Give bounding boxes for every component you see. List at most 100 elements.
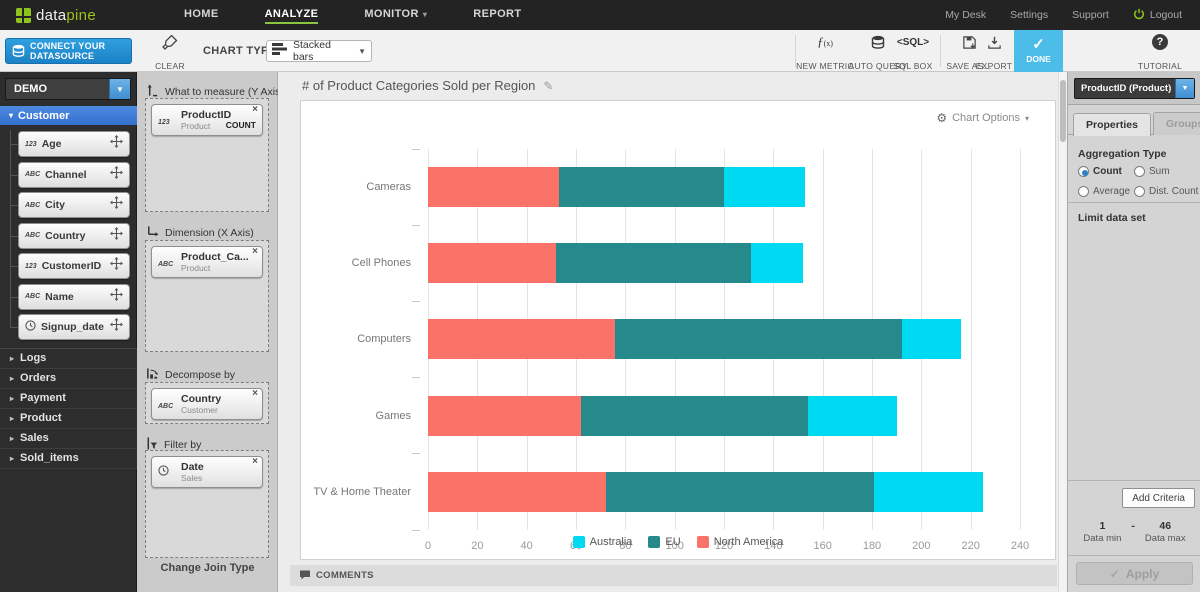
remove-card-icon[interactable]: ×	[252, 246, 258, 257]
sidebar-section-sold_items[interactable]: ▸ Sold_items	[0, 449, 137, 469]
sidebar-section-sales[interactable]: ▸ Sales	[0, 429, 137, 449]
move-handle-icon[interactable]	[110, 165, 123, 184]
move-handle-icon[interactable]	[110, 226, 123, 245]
nav-support[interactable]: Support	[1072, 9, 1109, 21]
field-card-signup_date[interactable]: Signup_date	[18, 314, 130, 340]
nav-my-desk[interactable]: My Desk	[945, 9, 987, 21]
done-button[interactable]: ✓ DONE	[1014, 30, 1063, 72]
builder-card-product-ca-[interactable]: ABC Product_Ca... Product ×	[151, 246, 263, 278]
sidebar-section-payment[interactable]: ▸ Payment	[0, 389, 137, 409]
bar-segment-eu[interactable]	[615, 319, 902, 360]
scrollbar-thumb[interactable]	[1060, 80, 1066, 142]
decompose-dropzone[interactable]: ABC Country Customer ×	[145, 382, 269, 424]
bar-segment-north-america[interactable]	[428, 471, 606, 512]
move-handle-icon[interactable]	[110, 257, 123, 275]
move-handle-icon[interactable]	[110, 196, 123, 214]
builder-card-date[interactable]: Date Sales ×	[151, 456, 263, 488]
sql-box-button[interactable]: <SQL> SQL BOX	[891, 33, 935, 72]
clear-button[interactable]: CLEAR	[150, 33, 190, 71]
stacked-bar[interactable]	[428, 319, 1020, 360]
bar-segment-eu[interactable]	[605, 471, 875, 512]
vertical-scrollbar[interactable]	[1058, 72, 1067, 592]
field-card-customerid[interactable]: 123 CustomerID	[18, 253, 130, 279]
sidebar-section-product[interactable]: ▸ Product	[0, 409, 137, 429]
save-as-button[interactable]: SAVE AS...	[944, 33, 994, 71]
legend-item-australia[interactable]: Australia	[572, 536, 632, 548]
comments-bar[interactable]: COMMENTS	[290, 565, 1057, 586]
x-axis-tick-label: 120	[714, 540, 734, 552]
tree-connector-line	[10, 130, 11, 328]
filter-dropzone[interactable]: Date Sales ×	[145, 450, 269, 558]
stacked-bar[interactable]	[428, 471, 1020, 512]
field-selector-button[interactable]: ▼	[1175, 79, 1194, 98]
export-button[interactable]: EXPORT	[974, 33, 1014, 71]
bar-segment-australia[interactable]	[807, 395, 897, 436]
logout-link[interactable]: Logout	[1133, 8, 1182, 23]
remove-card-icon[interactable]: ×	[252, 388, 258, 399]
field-row: ABC City	[0, 191, 137, 222]
sidebar-section-logs[interactable]: ▸ Logs	[0, 349, 137, 369]
datapine-logo[interactable]: datapine	[16, 7, 96, 24]
bar-segment-eu[interactable]	[580, 395, 808, 436]
bar-segment-australia[interactable]	[901, 319, 961, 360]
bar-segment-eu[interactable]	[556, 243, 752, 284]
auto-query-button[interactable]: AUTO QUERY	[849, 33, 907, 71]
chart-options-button[interactable]: ⚙ Chart Options ▾	[936, 111, 1029, 125]
stacked-bar[interactable]	[428, 167, 1020, 207]
tutorial-button[interactable]: ? TUTORIAL	[1135, 33, 1185, 71]
change-join-type-link[interactable]: Change Join Type	[160, 562, 255, 574]
bar-segment-north-america[interactable]	[428, 243, 557, 284]
dimension-dropzone[interactable]: ABC Product_Ca... Product ×	[145, 240, 269, 352]
field-selector-dropdown[interactable]: ProductID (Product) ▼	[1074, 78, 1195, 99]
sidebar-section-customer[interactable]: ▾ Customer	[0, 106, 137, 125]
apply-button[interactable]: ✓ Apply	[1076, 562, 1193, 585]
move-handle-icon[interactable]	[110, 135, 123, 153]
remove-card-icon[interactable]: ×	[252, 104, 258, 115]
datasource-dropdown-button[interactable]: ▼	[109, 79, 130, 99]
bar-segment-north-america[interactable]	[428, 167, 559, 207]
nav-item-report[interactable]: REPORT	[473, 6, 521, 24]
aggregation-radio-sum[interactable]: Sum	[1134, 166, 1198, 177]
stacked-bar[interactable]	[428, 243, 1020, 284]
aggregation-radio-average[interactable]: Average	[1078, 186, 1134, 197]
bar-segment-australia[interactable]	[723, 167, 806, 207]
legend-item-eu[interactable]: EU	[648, 536, 681, 548]
nav-item-monitor[interactable]: MONITOR ▾	[364, 6, 427, 24]
stacked-bar[interactable]	[428, 395, 1020, 436]
nav-item-analyze[interactable]: ANALYZE	[264, 6, 319, 24]
legend-item-north-america[interactable]: North America	[696, 536, 783, 548]
field-card-city[interactable]: ABC City	[18, 192, 130, 218]
connect-datasource-button[interactable]: CONNECT YOUR DATASOURCE	[5, 38, 132, 64]
data-max-label: Data max	[1144, 533, 1186, 544]
bar-segment-north-america[interactable]	[428, 319, 616, 360]
field-card-country[interactable]: ABC Country	[18, 222, 130, 249]
bar-segment-australia[interactable]	[751, 243, 803, 284]
builder-card-productid[interactable]: 123 ProductID Product × COUNT	[151, 104, 263, 136]
remove-card-icon[interactable]: ×	[252, 456, 258, 467]
field-card-name[interactable]: ABC Name	[18, 283, 130, 310]
bar-segment-australia[interactable]	[874, 471, 983, 512]
nav-settings[interactable]: Settings	[1010, 9, 1049, 21]
bar-segment-north-america[interactable]	[428, 395, 581, 436]
x-axis-tick-label: 160	[813, 540, 832, 552]
move-handle-icon[interactable]	[110, 318, 123, 336]
chart-type-dropdown[interactable]: Stacked bars ▼	[266, 39, 372, 63]
sidebar-section-orders[interactable]: ▸ Orders	[0, 369, 137, 389]
datasource-select[interactable]: DEMO ▼	[5, 78, 131, 100]
measure-dropzone[interactable]: 123 ProductID Product × COUNT	[145, 98, 269, 212]
aggregation-radio-count[interactable]: Count	[1078, 166, 1134, 177]
aggregation-radio-dist-count[interactable]: Dist. Count	[1134, 186, 1198, 197]
field-card-channel[interactable]: ABC Channel	[18, 161, 130, 188]
add-criteria-button[interactable]: Add Criteria	[1122, 488, 1195, 508]
new-metric-button[interactable]: ƒ(x) NEW METRIC	[796, 33, 853, 71]
move-handle-icon[interactable]	[110, 287, 123, 306]
edit-title-icon[interactable]: ✎	[543, 78, 554, 93]
nav-item-home[interactable]: HOME	[184, 6, 219, 24]
tab-properties[interactable]: Properties	[1073, 113, 1151, 136]
field-row: ABC Name	[0, 283, 137, 314]
field-card-age[interactable]: 123 Age	[18, 131, 130, 157]
bar-segment-eu[interactable]	[558, 167, 724, 207]
tab-groups[interactable]: Groups	[1152, 112, 1200, 135]
builder-card-country[interactable]: ABC Country Customer ×	[151, 388, 263, 420]
